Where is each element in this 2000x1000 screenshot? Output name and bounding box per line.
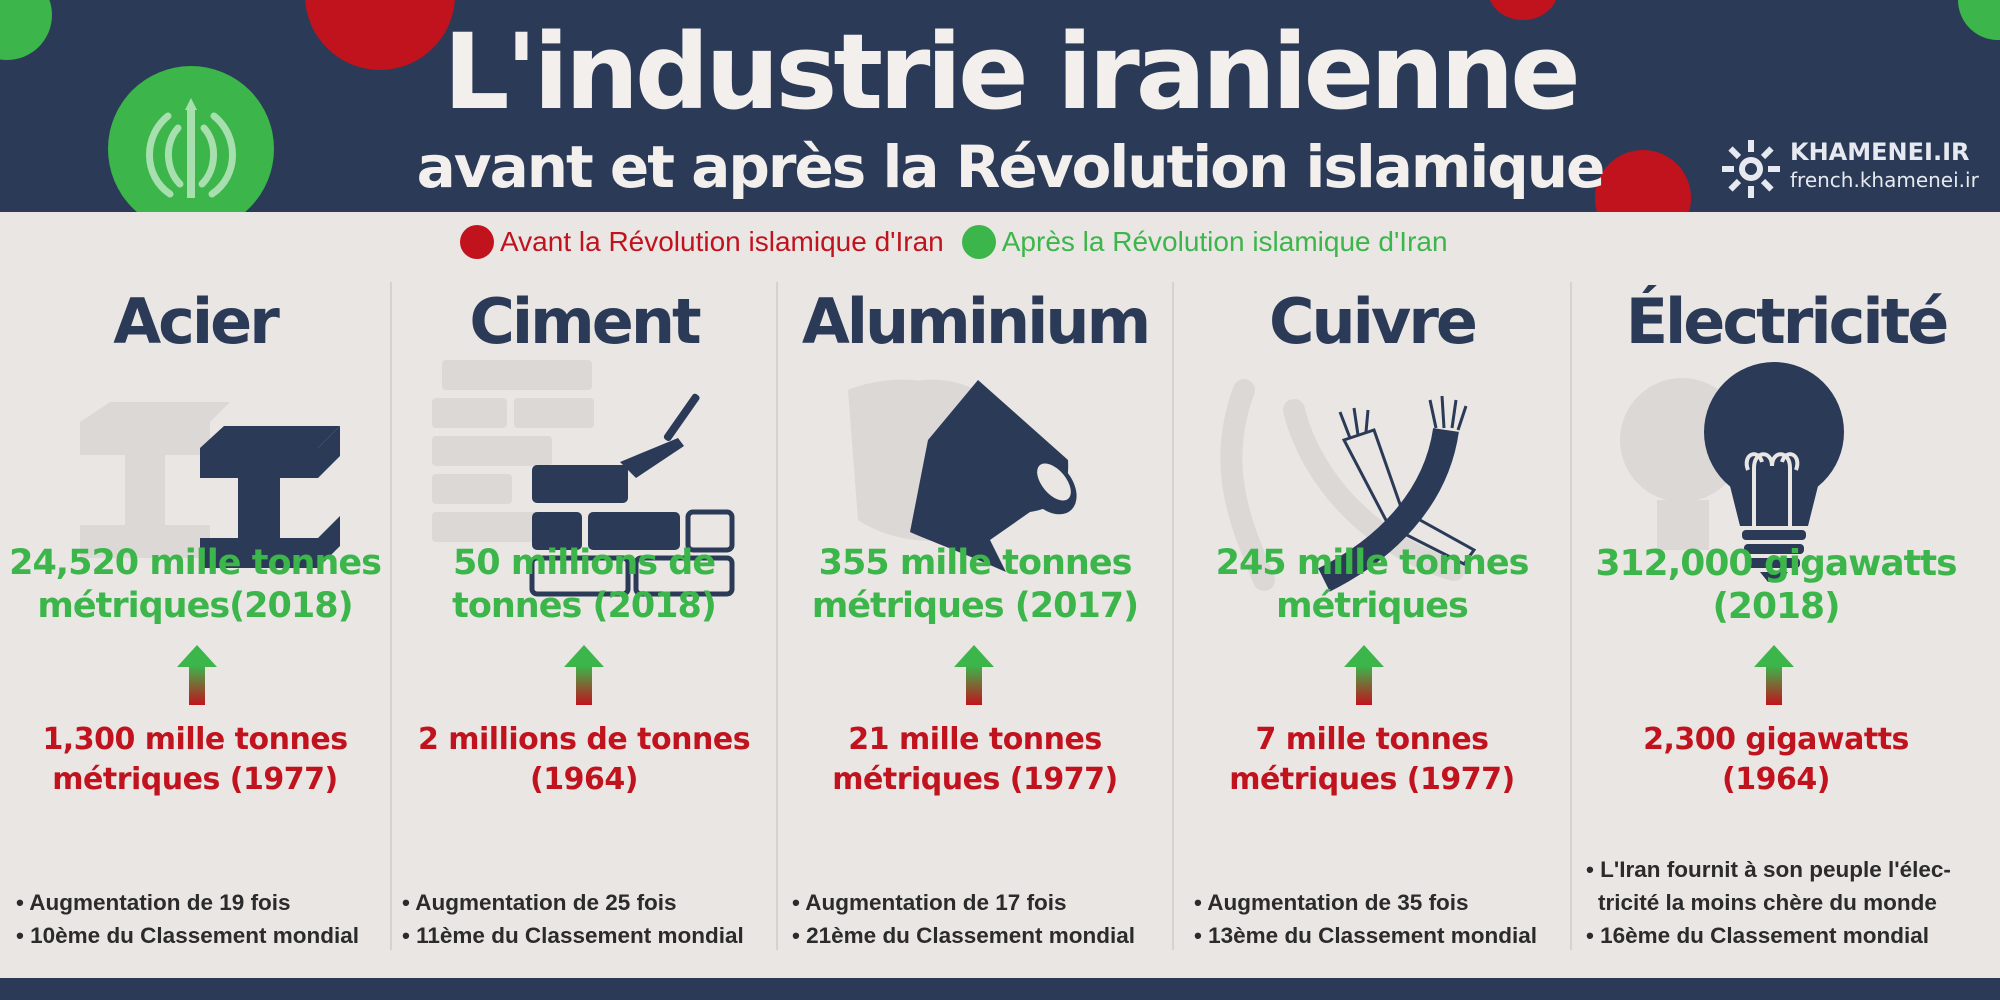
before-value: 2,300 gigawatts (1964) [1562, 720, 1990, 800]
industry-title: Aluminium [801, 285, 1151, 358]
legend-before-label: Avant la Révolution islamique d'Iran [500, 226, 944, 257]
red-dot-icon [460, 225, 494, 259]
decor-red-circle [1488, 0, 1558, 20]
before-value: 1,300 mille tonnes métriques (1977) [0, 720, 390, 800]
after-value-line2: métriques (2017) [811, 586, 1139, 626]
before-value-line1: 21 mille tonnes [848, 722, 1102, 757]
iran-emblem-icon [146, 98, 236, 198]
before-value: 7 mille tonnes métriques (1977) [1174, 720, 1570, 800]
after-value-line1: 312,000 gigawatts [1595, 543, 1957, 584]
after-value-line1: 355 mille tonnes [818, 543, 1133, 583]
khamenei-logo-icon [1722, 140, 1780, 198]
before-value-line2: métriques (1977) [52, 762, 338, 797]
bricks-trowel-icon [392, 350, 776, 600]
legend-before: Avant la Révolution islamique d'Iran [460, 225, 944, 259]
header-banner: L'industrie iranienne avant et après la … [0, 0, 2000, 212]
steel-beam-icon [0, 350, 390, 600]
copper-cable-icon [1174, 350, 1570, 600]
before-value-line2: (1964) [530, 762, 638, 797]
after-value-line1: 50 millions de [452, 543, 716, 583]
column-divider [390, 282, 392, 950]
brand-url: french.khamenei.ir [1790, 168, 1979, 192]
increase-arrow-icon [954, 645, 994, 705]
note-item: • 21ème du Classement mondial [792, 923, 1135, 948]
page-subtitle: avant et après la Révolution islamique [416, 133, 1606, 201]
before-value-line1: 2,300 gigawatts [1643, 722, 1909, 757]
decor-green-circle [1958, 0, 2000, 40]
after-value: 24,520 mille tonnes métriques(2018) [0, 542, 390, 628]
note-item: • Augmentation de 25 fois [402, 890, 677, 915]
column-divider [1570, 282, 1572, 950]
before-value: 2 millions de tonnes (1964) [392, 720, 776, 800]
industry-column-electricite: Électricité 312,000 gigawatts (2018) 2,3… [1572, 280, 2000, 960]
brand-name: KHAMENEI.IR [1790, 138, 1970, 166]
aluminium-foil-roll-icon [778, 350, 1172, 600]
note-item: • Augmentation de 19 fois [16, 890, 291, 915]
after-value: 312,000 gigawatts (2018) [1562, 542, 1990, 628]
notes: • Augmentation de 35 fois • 13ème du Cla… [1194, 886, 1537, 952]
industry-column-ciment: Ciment 50 [392, 280, 776, 960]
before-value-line2: métriques (1977) [832, 762, 1118, 797]
industry-column-cuivre: Cuivre 245 mille tonnes métriques 7 mill… [1174, 280, 1570, 960]
note-item: tricité la moins chère du monde [1598, 890, 1937, 915]
industry-title: Électricité [1625, 285, 1950, 358]
before-value-line1: 1,300 mille tonnes [42, 722, 348, 757]
note-item: • 16ème du Classement mondial [1586, 923, 1929, 948]
before-value-line2: (1964) [1722, 762, 1830, 797]
notes: • Augmentation de 19 fois • 10ème du Cla… [16, 886, 359, 952]
brand-logo: KHAMENEI.IR french.khamenei.ir [1720, 138, 1990, 198]
before-value-line1: 7 mille tonnes [1255, 722, 1489, 757]
industry-title: Ciment [469, 285, 701, 358]
before-value-line2: métriques (1977) [1229, 762, 1515, 797]
legend-after: Après la Révolution islamique d'Iran [961, 225, 1448, 259]
increase-arrow-icon [564, 645, 604, 705]
industry-title: Cuivre [1269, 285, 1478, 358]
page-title: L'industrie iranienne [443, 11, 1581, 133]
increase-arrow-icon [1754, 645, 1794, 705]
notes: • L'Iran fournit à son peuple l'élec- tr… [1586, 853, 1951, 952]
green-dot-icon [961, 225, 996, 259]
column-divider [776, 282, 778, 950]
column-divider [1172, 282, 1174, 950]
after-value-line2: métriques [1276, 586, 1469, 626]
industry-title: Acier [113, 285, 280, 358]
increase-arrow-icon [177, 645, 217, 705]
after-value: 355 mille tonnes métriques (2017) [778, 542, 1172, 628]
before-value: 21 mille tonnes métriques (1977) [778, 720, 1172, 800]
increase-arrow-icon [1344, 645, 1384, 705]
notes: • Augmentation de 25 fois • 11ème du Cla… [402, 886, 744, 952]
note-item: • 11ème du Classement mondial [402, 923, 744, 948]
note-item: • Augmentation de 17 fois [792, 890, 1067, 915]
note-item: • Augmentation de 35 fois [1194, 890, 1469, 915]
after-value-line2: tonnes (2018) [452, 586, 717, 626]
industry-column-acier: Acier 24,520 mille tonnes métriques(2018… [0, 280, 390, 960]
note-item: • 13ème du Classement mondial [1194, 923, 1537, 948]
after-value: 50 millions de tonnes (2018) [392, 542, 776, 628]
before-value-line1: 2 millions de tonnes [417, 722, 751, 757]
after-value-line2: métriques(2018) [37, 586, 353, 626]
industry-column-aluminium: Aluminium 355 mille tonnes métriques (20… [778, 280, 1172, 960]
note-item: • 10ème du Classement mondial [16, 923, 359, 948]
after-value-line2: (2018) [1712, 586, 1840, 627]
footer-bar [0, 978, 2000, 1000]
notes: • Augmentation de 17 fois • 21ème du Cla… [792, 886, 1135, 952]
iran-emblem-badge [108, 66, 274, 212]
note-item: • L'Iran fournit à son peuple l'élec- [1586, 857, 1951, 882]
decor-green-circle [0, 0, 52, 60]
after-value: 245 mille tonnes métriques [1174, 542, 1570, 628]
after-value-line1: 245 mille tonnes [1215, 543, 1530, 583]
legend: Avant la Révolution islamique d'Iran Apr… [460, 220, 1448, 264]
legend-after-label: Après la Révolution islamique d'Iran [1001, 226, 1448, 257]
light-bulb-icon [1572, 350, 2000, 600]
after-value-line1: 24,520 mille tonnes [9, 543, 382, 583]
